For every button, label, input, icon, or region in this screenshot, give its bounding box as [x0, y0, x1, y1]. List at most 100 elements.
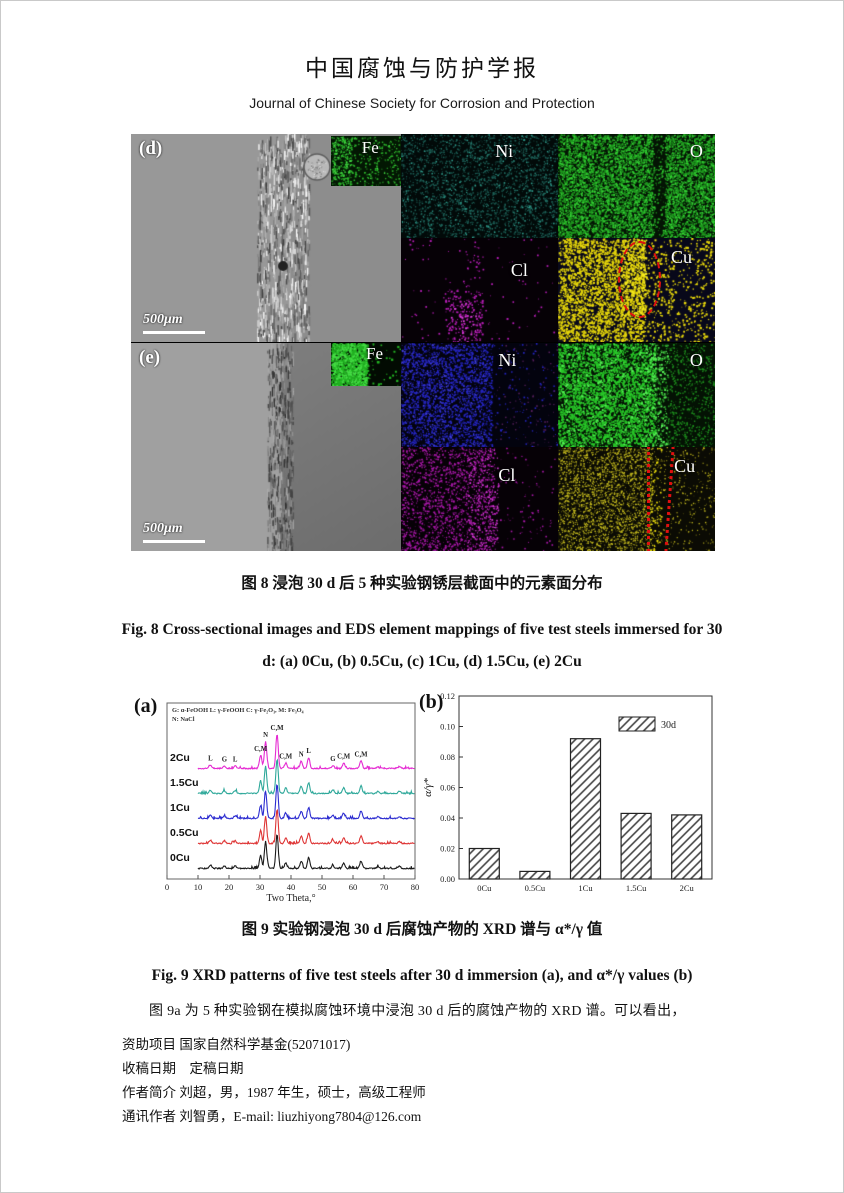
scale-bar-e: 500μm [143, 519, 205, 543]
panel-label-d: (d) [139, 138, 163, 159]
svg-text:1.5Cu: 1.5Cu [626, 883, 647, 893]
svg-text:C,M: C,M [355, 752, 369, 759]
svg-text:80: 80 [411, 882, 420, 892]
svg-text:60: 60 [349, 882, 358, 892]
fe-map-inset-d: Fe [331, 136, 401, 186]
eds-map-cl-e: Cl [401, 447, 558, 551]
svg-text:0.00: 0.00 [440, 874, 455, 884]
svg-text:G: α-FeOOH L: γ-FeOOH C:: G: α-FeOOH L: γ-FeOOH C: γ-Fe₂O₃, M: Fe₃… [172, 707, 304, 714]
element-label-cl: Cl [498, 464, 516, 485]
svg-text:0.02: 0.02 [440, 844, 455, 854]
ni-map-canvas-d [401, 134, 558, 238]
svg-text:0: 0 [165, 882, 169, 892]
fe-map-canvas-d [331, 136, 401, 186]
journal-title-en: Journal of Chinese Society for Corrosion… [249, 95, 595, 111]
svg-text:G: G [330, 756, 336, 763]
svg-text:10: 10 [194, 882, 203, 892]
svg-text:N: N [263, 732, 268, 739]
scale-bar-text: 500μm [143, 312, 183, 327]
svg-text:G: G [222, 756, 228, 763]
cl-map-canvas-e [401, 447, 558, 551]
svg-text:0Cu: 0Cu [170, 852, 190, 864]
svg-text:2Cu: 2Cu [680, 883, 695, 893]
cl-map-canvas-d [401, 238, 558, 342]
xrd-plot: G: α-FeOOH L: γ-FeOOH C: γ-Fe₂O₃, M: Fe₃… [165, 702, 420, 903]
element-label-o: O [689, 350, 703, 371]
sem-image-e: (e) Fe 500μm [131, 343, 401, 551]
element-label-cl: Cl [510, 259, 528, 280]
body-paragraph: 图 9a 为 5 种实验钢在模拟腐蚀环境中浸泡 30 d 后的腐蚀产物的 XRD… [149, 1004, 686, 1019]
svg-text:1Cu: 1Cu [170, 802, 190, 814]
fe-map-inset-e: Fe [331, 343, 401, 386]
figure9-caption-cn: 图 9 实验钢浸泡 30 d 后腐蚀产物的 XRD 谱与 α*/γ 值 [241, 921, 603, 938]
dates-note: 收稿日期 定稿日期 [122, 1061, 244, 1076]
element-label-ni: Ni [495, 141, 514, 162]
svg-text:L: L [208, 756, 213, 763]
element-label-fe: Fe [361, 138, 379, 157]
svg-text:α/γ*: α/γ* [422, 778, 434, 797]
panel-label-e: (e) [139, 347, 161, 368]
svg-text:Two Theta,°: Two Theta,° [266, 893, 315, 903]
eds-map-cu-e: Cu [558, 447, 715, 551]
eds-map-grid-e: Ni O Cl Cu [401, 343, 715, 551]
highlight-ellipse [617, 241, 661, 318]
eds-row-d: (d) Fe 500μm Ni O [131, 134, 715, 342]
element-label-o: O [689, 141, 703, 162]
svg-text:40: 40 [287, 882, 296, 892]
svg-text:50: 50 [318, 882, 327, 892]
svg-text:20: 20 [225, 882, 234, 892]
fe-map-canvas-e [331, 343, 401, 386]
svg-text:N: NaCl: N: NaCl [172, 716, 195, 723]
scale-bar-text: 500μm [143, 521, 183, 536]
figure8-caption-en-line2: d: (a) 0Cu, (b) 0.5Cu, (c) 1Cu, (d) 1.5C… [262, 653, 582, 670]
panel-label-b: (b) [419, 691, 444, 713]
element-label-cu: Cu [674, 456, 696, 477]
svg-text:0.5Cu: 0.5Cu [170, 827, 199, 839]
figure8-image-block: (d) Fe 500μm Ni O [131, 134, 715, 551]
footer-notes: 资助项目 国家自然科学基金(52071017) 收稿日期 定稿日期 作者简介 刘… [122, 1033, 732, 1129]
svg-text:C,M: C,M [279, 754, 293, 761]
svg-text:0.04: 0.04 [440, 813, 456, 823]
svg-text:1.5Cu: 1.5Cu [170, 777, 199, 789]
svg-text:0.12: 0.12 [440, 691, 455, 701]
svg-text:0.10: 0.10 [440, 722, 455, 732]
xrd-chart-panel: (a) G: α-FeOOH L: γ-FeOOH C: γ-Fe₂O₃, M:… [134, 691, 421, 903]
figure9-caption-en: Fig. 9 XRD patterns of five test steels … [151, 967, 693, 984]
scale-bar-d: 500μm [143, 310, 205, 334]
journal-title-cn: 中国腐蚀与防护学报 [305, 56, 539, 81]
figure8-caption-cn: 图 8 浸泡 30 d 后 5 种实验钢锈层截面中的元素面分布 [241, 575, 603, 592]
eds-map-o-e: O [558, 343, 715, 447]
scale-bar-line [143, 540, 205, 543]
svg-text:C,M: C,M [254, 746, 268, 753]
cu-map-canvas-e [558, 447, 715, 551]
svg-text:2Cu: 2Cu [170, 752, 190, 764]
bar-chart-panel: (b) 0.00 0.02 0.04 0.06 0.08 0.10 0.12 0Cu 0.5Cu… [419, 691, 716, 903]
svg-text:1Cu: 1Cu [578, 883, 593, 893]
eds-map-cu-d: Cu [558, 238, 715, 342]
funding-note: 资助项目 国家自然科学基金(52071017) [122, 1037, 351, 1052]
svg-text:0.06: 0.06 [440, 783, 455, 793]
element-label-cu: Cu [671, 247, 693, 268]
eds-map-grid-d: Ni O Cl Cu [401, 134, 715, 342]
svg-text:L: L [233, 756, 238, 763]
svg-text:C,M: C,M [271, 725, 285, 732]
o-map-canvas-d [558, 134, 715, 238]
panel-label-a: (a) [134, 695, 158, 717]
eds-map-o-d: O [558, 134, 715, 238]
corresponding-author-note: 通讯作者 刘智勇，E-mail: liuzhiyong7804@126.com [122, 1109, 422, 1124]
author-bio-note: 作者简介 刘超，男，1987 年生，硕士，高级工程师 [122, 1085, 426, 1100]
eds-map-ni-e: Ni [401, 343, 558, 447]
sem-image-d: (d) Fe 500μm [131, 134, 401, 342]
eds-row-e: (e) Fe 500μm Ni O [131, 343, 715, 551]
element-label-fe: Fe [366, 343, 383, 363]
ni-map-canvas-e [401, 343, 558, 447]
eds-map-ni-d: Ni [401, 134, 558, 238]
svg-text:0Cu: 0Cu [477, 883, 492, 893]
o-map-canvas-e [558, 343, 715, 447]
svg-text:0.5Cu: 0.5Cu [525, 883, 546, 893]
svg-text:30: 30 [256, 882, 265, 892]
figure8-caption-en-line1: Fig. 8 Cross-sectional images and EDS el… [121, 621, 723, 638]
svg-text:L: L [306, 748, 311, 755]
svg-text:N: N [299, 752, 304, 759]
